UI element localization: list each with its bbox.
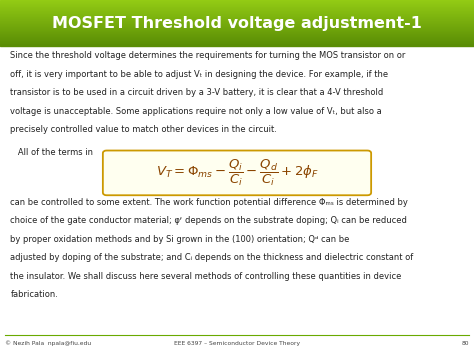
Text: MOSFET Threshold voltage adjustment-1: MOSFET Threshold voltage adjustment-1 [52,16,422,31]
Bar [0,9,474,10]
Bar [0,44,474,45]
Text: All of the terms in: All of the terms in [10,148,93,157]
Text: fabrication.: fabrication. [10,290,58,299]
Bar [0,40,474,41]
Bar [0,33,474,34]
Bar [0,1,474,2]
Bar [0,39,474,40]
Text: can be controlled to some extent. The work function potential difference Φₘₛ is : can be controlled to some extent. The wo… [10,198,408,207]
Bar [0,11,474,12]
Bar [0,42,474,43]
Bar [0,18,474,19]
Bar [0,22,474,23]
Bar [0,7,474,8]
Bar [0,31,474,32]
Bar [0,15,474,16]
Bar [0,35,474,36]
Text: off, it is very important to be able to adjust Vₜ in designing the device. For e: off, it is very important to be able to … [10,70,389,79]
Text: transistor is to be used in a circuit driven by a 3-V battery, it is clear that : transistor is to be used in a circuit dr… [10,88,383,97]
Bar [0,0,474,1]
Bar [0,27,474,28]
Bar [0,38,474,39]
Bar [0,32,474,33]
Bar [0,36,474,37]
Bar [0,2,474,3]
Text: EEE 6397 – Semiconductor Device Theory: EEE 6397 – Semiconductor Device Theory [174,341,300,346]
Bar [0,45,474,46]
Bar [0,3,474,4]
Text: $V_T = \Phi_{ms} - \dfrac{Q_i}{C_i} - \dfrac{Q_d}{C_i} + 2\phi_F$: $V_T = \Phi_{ms} - \dfrac{Q_i}{C_i} - \d… [155,158,319,188]
Bar [0,28,474,29]
Bar [0,26,474,27]
Text: adjusted by doping of the substrate; and Cᵢ depends on the thickness and dielect: adjusted by doping of the substrate; and… [10,253,414,262]
Bar [0,8,474,9]
Bar [0,30,474,31]
Bar [0,19,474,20]
Text: precisely controlled value to match other devices in the circuit.: precisely controlled value to match othe… [10,125,277,134]
Bar [0,14,474,15]
Bar [0,23,474,24]
Bar [0,20,474,21]
Text: voltage is unacceptable. Some applications require not only a low value of Vₜ, b: voltage is unacceptable. Some applicatio… [10,107,382,116]
Bar [0,6,474,7]
Bar [0,25,474,26]
Bar [0,13,474,14]
Text: choice of the gate conductor material; φᶠ depends on the substrate doping; Qᵢ ca: choice of the gate conductor material; φ… [10,216,407,225]
Bar [0,37,474,38]
FancyBboxPatch shape [103,151,371,195]
Bar [0,43,474,44]
Bar [0,12,474,13]
Bar [0,34,474,35]
Text: the insulator. We shall discuss here several methods of controlling these quanti: the insulator. We shall discuss here sev… [10,272,402,280]
Text: Since the threshold voltage determines the requirements for turning the MOS tran: Since the threshold voltage determines t… [10,51,406,60]
Bar [0,16,474,17]
Bar [0,24,474,25]
Bar [0,29,474,30]
Bar [0,5,474,6]
Bar [0,17,474,18]
Text: 80: 80 [462,341,469,346]
Bar [0,10,474,11]
Bar [0,41,474,42]
Text: by proper oxidation methods and by Si grown in the (100) orientation; Qᵈ can be: by proper oxidation methods and by Si gr… [10,235,350,244]
Bar [0,4,474,5]
Text: © Nezih Pala  npala@fiu.edu: © Nezih Pala npala@fiu.edu [5,340,91,346]
Bar [0,21,474,22]
